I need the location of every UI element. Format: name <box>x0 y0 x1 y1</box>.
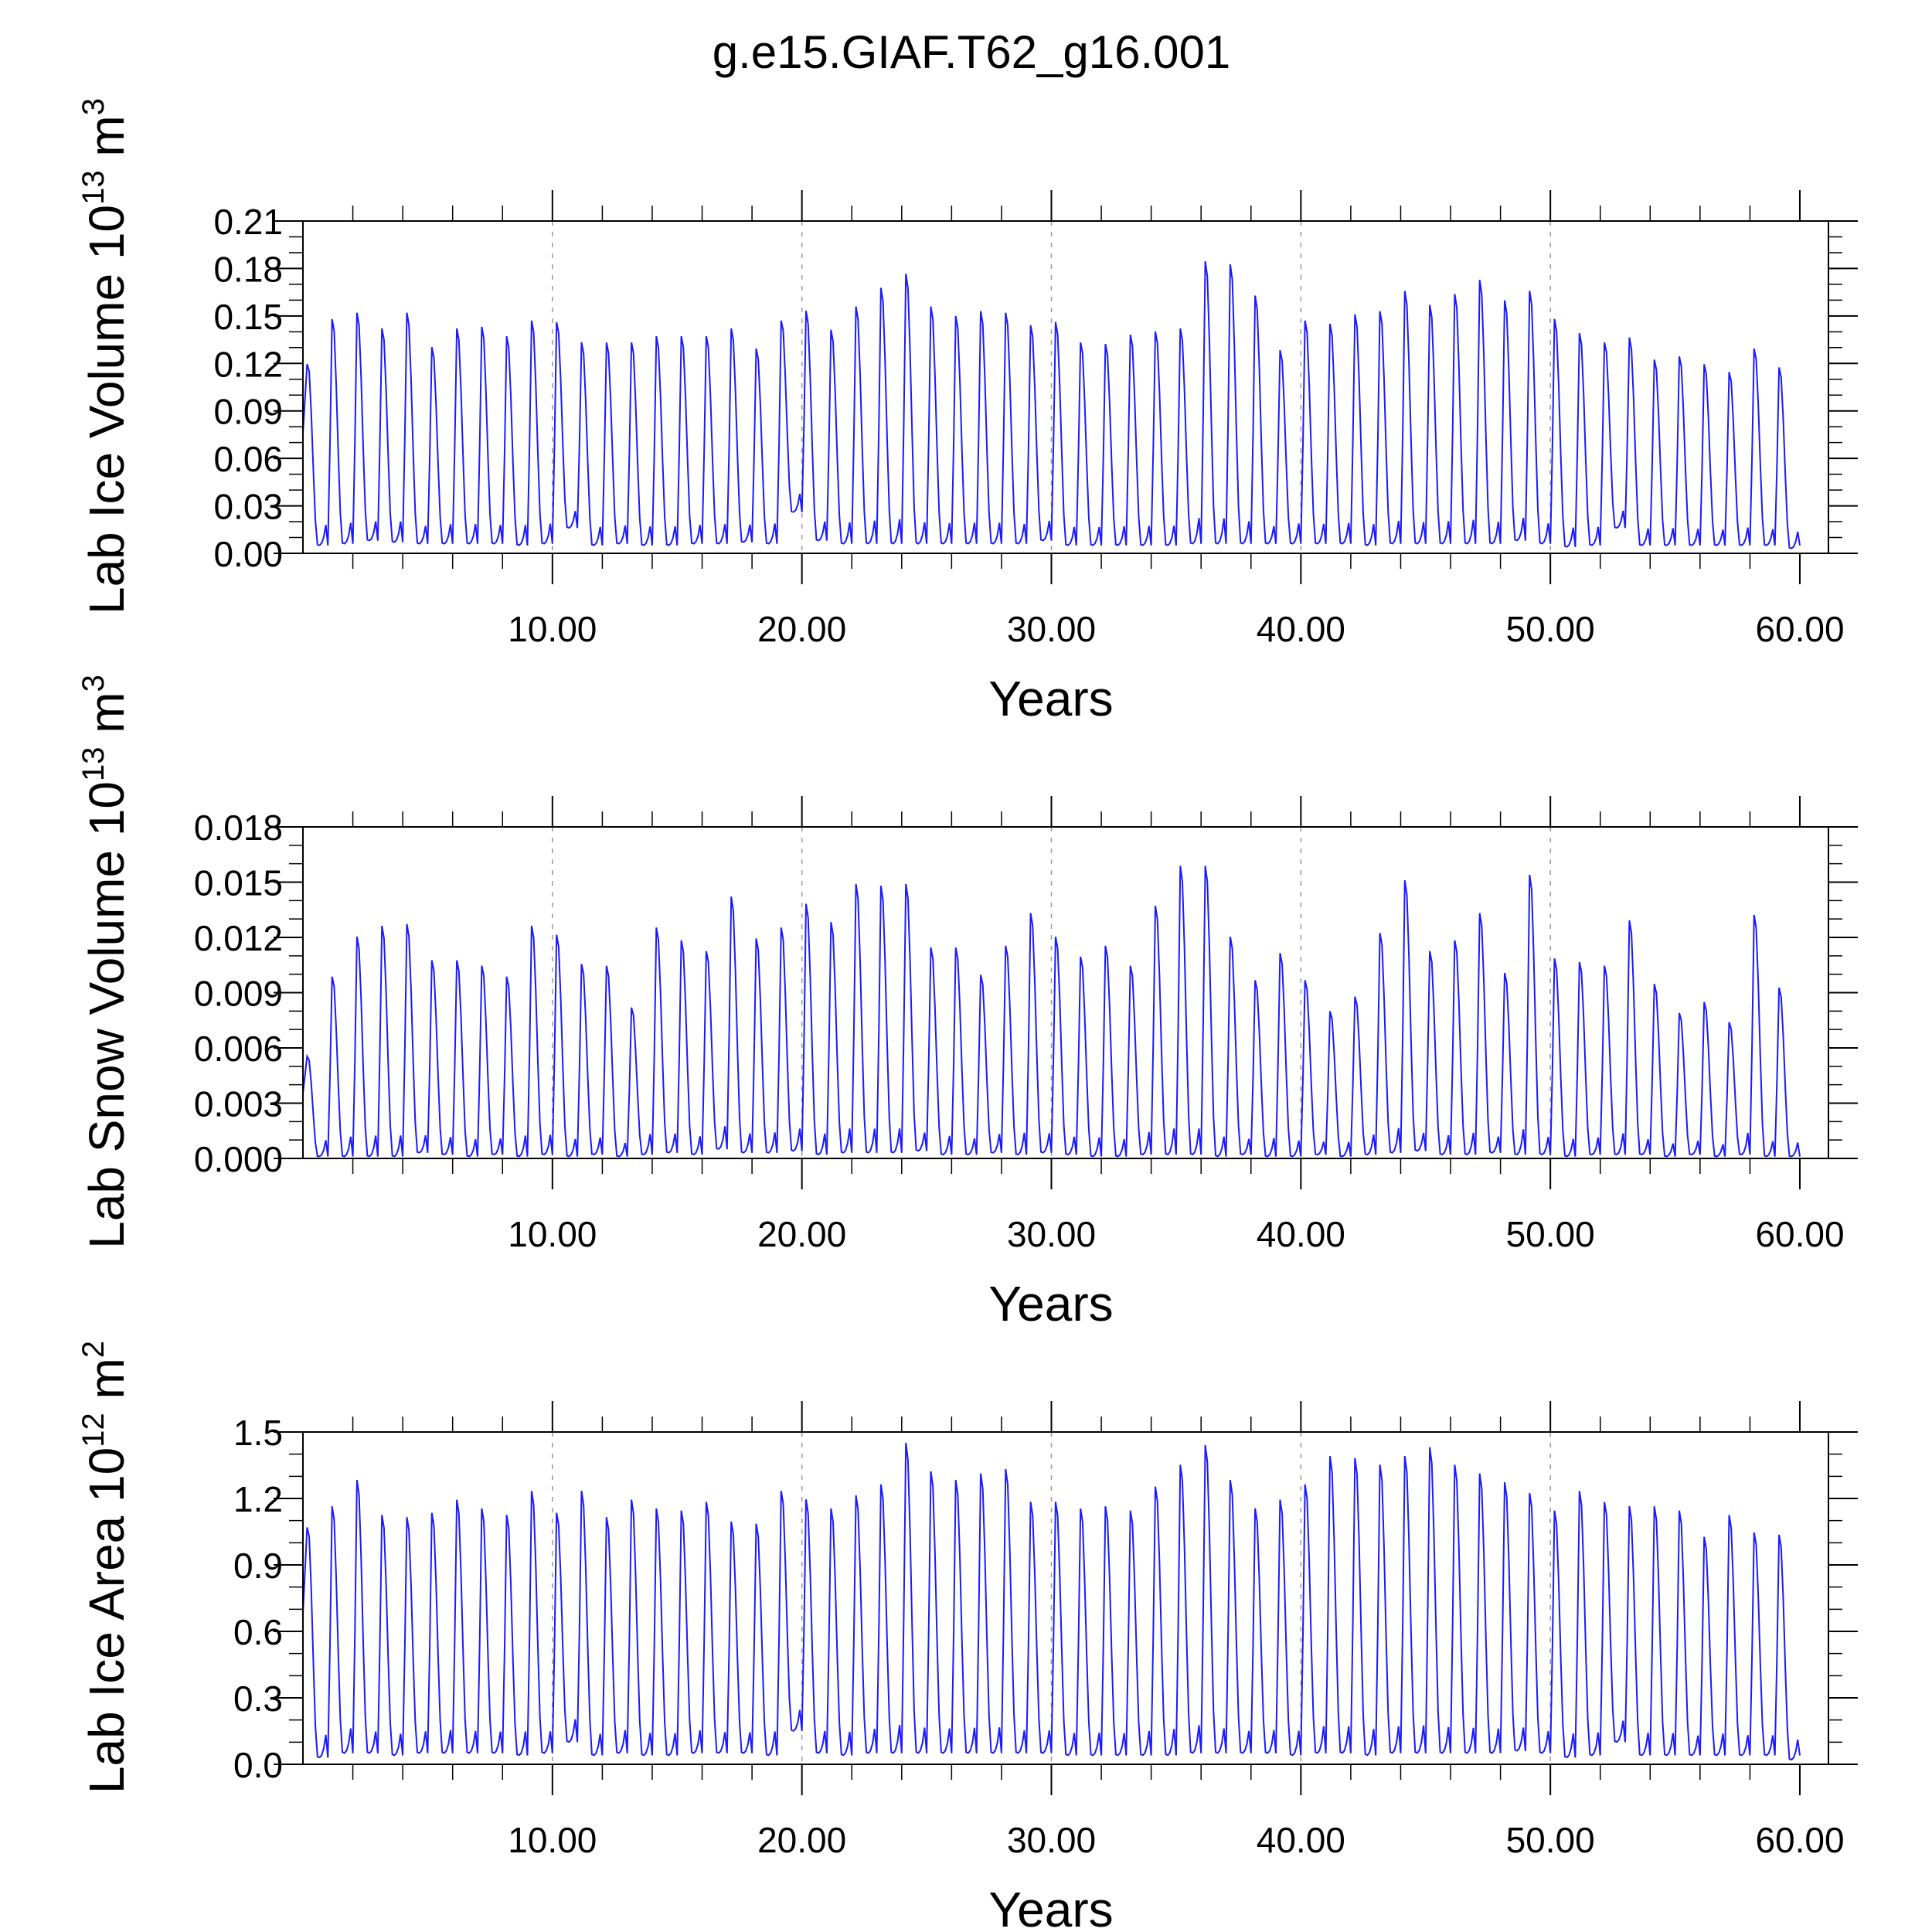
data-series-line <box>302 260 1801 549</box>
x-tick-label: 20.00 <box>757 609 846 649</box>
chart-panel-3: 0.0 0.3 0.6 0.9 1.2 1.5 10.00 20.00 30.00 40.00 50… <box>77 1341 1858 1932</box>
y-axis-label: Lab Ice Area 1012 m2 <box>77 1341 134 1794</box>
y-tick-label: 0.6 <box>233 1612 283 1652</box>
y-tick-label: 0.21 <box>213 202 283 242</box>
x-tick-label: 40.00 <box>1257 1820 1345 1860</box>
plot-frame <box>302 1431 1829 1765</box>
x-tick-label: 30.00 <box>1007 1214 1096 1254</box>
y-axis-label: Lab Ice Volume 1013 m3 <box>77 98 134 614</box>
x-tick-label: 30.00 <box>1007 609 1096 649</box>
y-tick-label: 0.12 <box>213 344 283 384</box>
y-tick-label: 0.003 <box>194 1084 283 1124</box>
y-tick-label: 0.06 <box>213 439 283 479</box>
y-tick-label: 0.000 <box>194 1139 283 1179</box>
x-tick-label: 50.00 <box>1506 1214 1595 1254</box>
figure-title: g.e15.GIAF.T62_g16.001 <box>713 26 1231 78</box>
x-tick-label: 60.00 <box>1755 1214 1844 1254</box>
data-series-line <box>302 866 1801 1158</box>
x-tick-label: 50.00 <box>1506 609 1595 649</box>
y-tick-label: 0.09 <box>213 392 283 432</box>
x-tick-label: 10.00 <box>508 609 597 649</box>
x-tick-label: 10.00 <box>508 1214 597 1254</box>
plot-frame <box>302 220 1829 554</box>
x-tick-label: 10.00 <box>508 1820 597 1860</box>
y-tick-label: 0.012 <box>194 918 283 958</box>
x-tick-label: 60.00 <box>1755 1820 1844 1860</box>
y-tick-label: 0.00 <box>213 534 283 574</box>
x-axis-label: Years <box>988 671 1113 726</box>
x-tick-label: 60.00 <box>1755 609 1844 649</box>
x-tick-label: 40.00 <box>1257 1214 1345 1254</box>
y-tick-label: 0.03 <box>213 487 283 527</box>
y-axis-label: Lab Snow Volume 1013 m3 <box>77 675 134 1249</box>
data-series-line <box>302 1442 1801 1761</box>
y-tick-label: 1.5 <box>233 1413 283 1453</box>
y-tick-label: 0.15 <box>213 297 283 337</box>
y-tick-label: 0.0 <box>233 1745 283 1785</box>
x-tick-label: 30.00 <box>1007 1820 1096 1860</box>
panels: 0.00 0.03 0.06 0.09 0.12 0.15 0.18 0.21 10.00 20.… <box>77 98 1858 1932</box>
x-tick-label: 20.00 <box>757 1820 846 1860</box>
x-tick-label: 20.00 <box>757 1214 846 1254</box>
x-axis-label: Years <box>988 1276 1113 1332</box>
y-tick-label: 0.3 <box>233 1679 283 1719</box>
y-tick-label: 0.9 <box>233 1546 283 1586</box>
chart-panel-2: 0.000 0.003 0.006 0.009 0.012 0.015 0.018 10.00… <box>77 675 1858 1332</box>
y-tick-label: 0.009 <box>194 974 283 1014</box>
x-tick-label: 40.00 <box>1257 609 1345 649</box>
y-tick-label: 0.018 <box>194 808 283 848</box>
x-tick-label: 50.00 <box>1506 1820 1595 1860</box>
chart-panel-1: 0.00 0.03 0.06 0.09 0.12 0.15 0.18 0.21 10.00 20.… <box>77 98 1858 726</box>
x-axis-label: Years <box>988 1882 1113 1932</box>
y-tick-label: 0.015 <box>194 863 283 903</box>
y-tick-label: 0.006 <box>194 1029 283 1069</box>
y-tick-label: 1.2 <box>233 1479 283 1519</box>
y-tick-label: 0.18 <box>213 249 283 289</box>
